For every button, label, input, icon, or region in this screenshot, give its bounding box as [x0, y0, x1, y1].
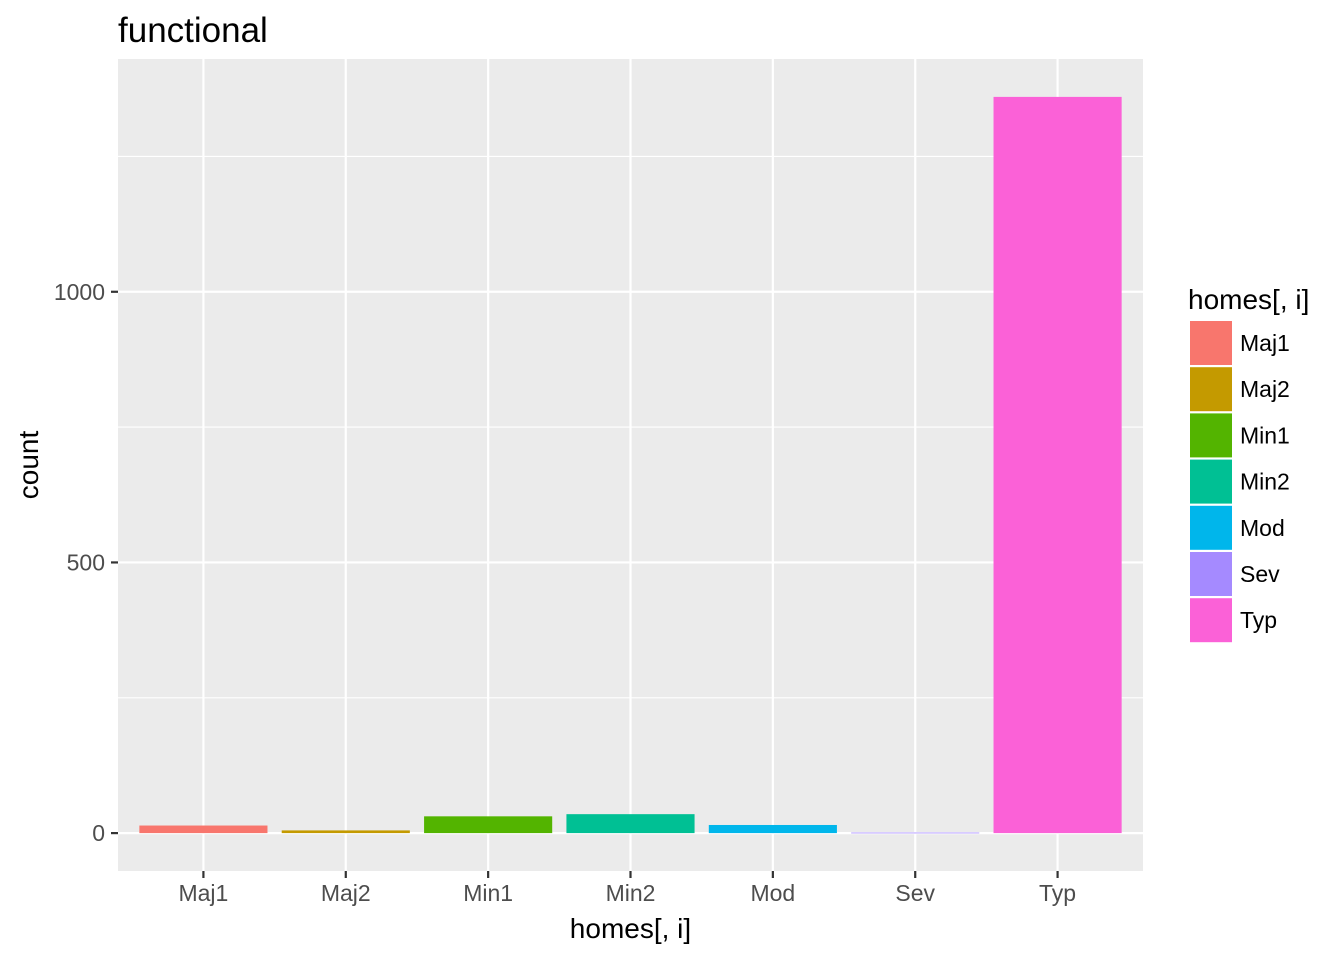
y-tick-label: 500: [67, 549, 105, 575]
legend-key-min2: [1190, 459, 1232, 504]
x-tick-label: Sev: [895, 880, 935, 906]
legend-label: Maj2: [1240, 376, 1290, 402]
x-tick-label: Maj2: [321, 880, 371, 906]
legend-key-typ: [1190, 598, 1232, 643]
legend: homes[, i] Maj1 Maj2 Min1 Min2 Mod Sev Typ: [1188, 284, 1309, 643]
bar-typ: [993, 96, 1122, 834]
legend-items: Maj1 Maj2 Min1 Min2 Mod Sev Typ: [1190, 321, 1290, 643]
x-tick-label: Min2: [606, 880, 656, 906]
x-tick-label: Maj1: [178, 880, 228, 906]
x-axis-title: homes[, i]: [570, 913, 691, 944]
x-axis: Maj1 Maj2 Min1 Min2 Mod Sev Typ: [178, 871, 1076, 906]
bar-maj2: [281, 830, 410, 834]
legend-key-min1: [1190, 413, 1232, 458]
legend-key-maj1: [1190, 321, 1232, 365]
legend-label: Mod: [1240, 515, 1285, 541]
x-tick-label: Typ: [1039, 880, 1076, 906]
legend-key-sev: [1190, 552, 1232, 596]
y-axis-title: count: [13, 431, 44, 500]
legend-label: Maj1: [1240, 330, 1290, 356]
legend-label: Sev: [1240, 561, 1280, 587]
bar-sev: [851, 832, 980, 834]
bar-min2: [566, 814, 695, 834]
bars: [139, 96, 1122, 834]
chart-title: functional: [118, 11, 268, 50]
legend-label: Min2: [1240, 469, 1290, 495]
bar-mod: [708, 824, 837, 834]
legend-title: homes[, i]: [1188, 284, 1309, 315]
y-tick-label: 0: [92, 820, 105, 846]
y-tick-label: 1000: [54, 279, 105, 305]
bar-min1: [424, 816, 553, 834]
y-axis: 0 500 1000: [54, 279, 118, 846]
legend-key-maj2: [1190, 367, 1232, 412]
legend-label: Typ: [1240, 607, 1277, 633]
legend-label: Min1: [1240, 422, 1290, 448]
x-tick-label: Mod: [750, 880, 795, 906]
bar-maj1: [139, 825, 268, 834]
x-tick-label: Min1: [463, 880, 513, 906]
legend-key-mod: [1190, 505, 1232, 550]
